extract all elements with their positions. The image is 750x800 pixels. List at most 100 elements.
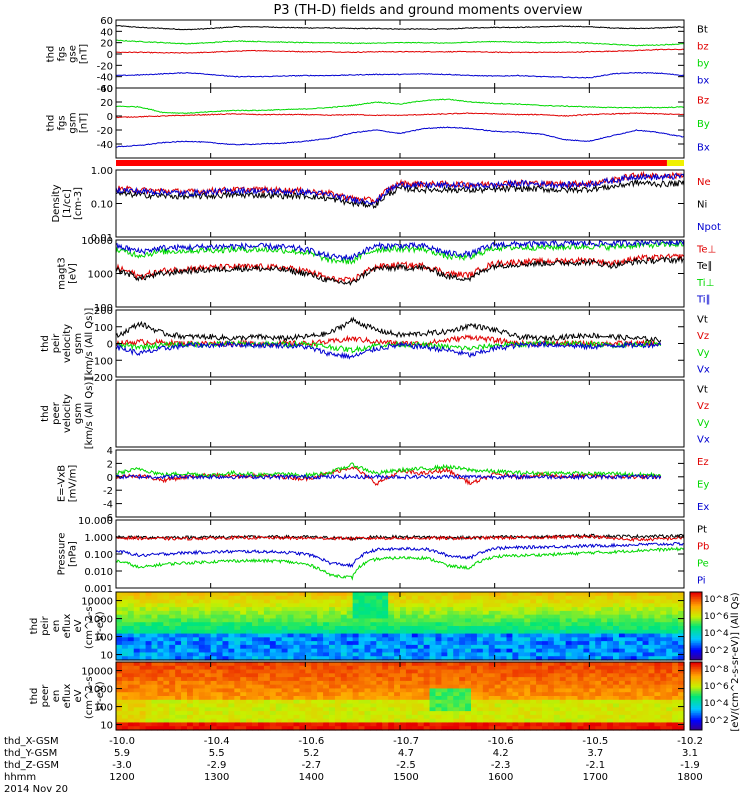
spectrogram-cell — [648, 622, 656, 627]
spectrogram-cell — [423, 680, 431, 686]
spectrogram-cell — [405, 673, 413, 678]
spectrogram-cell — [311, 614, 318, 620]
panel-peir-spectrogram: thd peir en eflux eV (cm^2-s-sr-eV)1000010001… — [29, 591, 685, 662]
spectrogram-cell — [518, 680, 525, 686]
spectrogram-cell — [151, 622, 159, 627]
series-line-bx — [116, 126, 684, 148]
spectrogram-cell — [246, 722, 253, 727]
spectrogram-cell — [577, 662, 585, 667]
legend-entry: Ti⊥ — [696, 278, 714, 289]
spectrogram-cell — [145, 726, 153, 731]
spectrogram-cell — [482, 648, 490, 654]
spectrogram-cell — [400, 614, 407, 620]
spectrogram-cell — [565, 644, 573, 650]
spectrogram-cell — [453, 711, 460, 716]
spectrogram-cell — [471, 652, 478, 657]
spectrogram-cell — [340, 673, 348, 678]
spectrogram-cell — [269, 677, 277, 682]
spectrogram-cell — [417, 688, 425, 693]
spectrogram-cell — [121, 688, 129, 693]
spectrogram-cell — [494, 718, 502, 724]
spectrogram-cell — [595, 622, 602, 627]
spectrogram-cell — [204, 680, 212, 686]
spectrogram-cell — [488, 595, 496, 601]
spectrogram-cell — [500, 610, 508, 616]
spectrogram-cell — [435, 652, 443, 657]
spectrogram-cell — [234, 629, 241, 635]
spectrogram-cell — [476, 607, 484, 612]
spectrogram-cell — [317, 644, 324, 650]
spectrogram-cell — [293, 711, 301, 716]
spectrogram-cell — [423, 684, 431, 690]
ytick-label: 4 — [107, 446, 113, 457]
spectrogram-cell — [287, 592, 295, 597]
spectrogram-cell — [358, 722, 366, 727]
spectrogram-cell — [258, 641, 265, 646]
legend-entry: Te∥ — [696, 261, 713, 272]
colorbar-cell — [690, 612, 702, 615]
spectrogram-cell — [334, 718, 342, 724]
9-ylabel: en — [51, 620, 62, 633]
spectrogram-cell — [542, 722, 549, 727]
spectrogram-cell — [187, 644, 194, 650]
spectrogram-cell — [258, 684, 265, 690]
spectrogram-cell — [116, 644, 123, 650]
spectrogram-cell — [536, 662, 543, 667]
6-ylabel: gsm — [73, 403, 84, 424]
spectrogram-cell — [216, 652, 224, 657]
spectrogram-cell — [394, 699, 401, 705]
spectrogram-cell — [512, 592, 519, 597]
spectrogram-cell — [287, 696, 295, 701]
spectrogram-cell — [334, 684, 342, 690]
spectrogram-cell — [607, 703, 614, 708]
spectrogram-cell — [636, 618, 644, 623]
spectrogram-cell — [553, 637, 561, 642]
spectrogram-cell — [382, 699, 389, 705]
spectrogram-cell — [133, 714, 141, 720]
spectrogram-cell — [618, 703, 626, 708]
spectrogram-cell — [447, 644, 454, 650]
spectrogram-cell — [133, 656, 141, 661]
spectrogram-cell — [400, 722, 407, 727]
spectrogram-cell — [246, 680, 253, 686]
spectrogram-cell — [382, 607, 389, 612]
spectrogram-cell — [630, 726, 638, 731]
spectrogram-cell — [370, 610, 377, 616]
spectrogram-cell — [376, 688, 383, 693]
xaxis-value: 5.5 — [209, 748, 225, 759]
spectrogram-cell — [358, 626, 366, 631]
spectrogram-cell — [334, 592, 342, 597]
spectrogram-cell — [601, 592, 608, 597]
spectrogram-cell — [293, 633, 301, 638]
spectrogram-cell — [370, 656, 377, 661]
spectrogram-cell — [139, 641, 147, 646]
spectrogram-cell — [204, 595, 212, 601]
spectrogram-cell — [571, 669, 579, 674]
spectrogram-cell — [583, 722, 590, 727]
spectrogram-cell — [181, 648, 188, 654]
10-ylabel: en — [51, 690, 62, 703]
spectrogram-cell — [613, 662, 620, 667]
spectrogram-cell — [476, 707, 484, 712]
panel-frame — [115, 449, 685, 518]
ytick-label: 60 — [100, 16, 113, 27]
spectrogram-cell — [329, 665, 336, 671]
spectrogram-cell — [547, 648, 555, 654]
spectrogram-cell — [624, 595, 632, 601]
spectrogram-cell — [275, 703, 283, 708]
spectrogram-cell — [334, 680, 342, 686]
spectrogram-cell — [334, 652, 342, 657]
spectrogram-cell — [547, 726, 555, 731]
spectrogram-cell — [269, 684, 277, 690]
spectrogram-cell — [204, 637, 212, 642]
spectrogram-cell — [317, 599, 324, 604]
spectrogram-cell — [305, 703, 312, 708]
spectrogram-cell — [400, 592, 407, 597]
spectrogram-cell — [482, 637, 490, 642]
spectrogram-cell — [482, 662, 490, 667]
spectrogram-cell — [488, 703, 496, 708]
spectrogram-cell — [263, 714, 271, 720]
spectrogram-cell — [145, 707, 153, 712]
spectrogram-cell — [252, 688, 259, 693]
spectrogram-cell — [453, 633, 460, 638]
